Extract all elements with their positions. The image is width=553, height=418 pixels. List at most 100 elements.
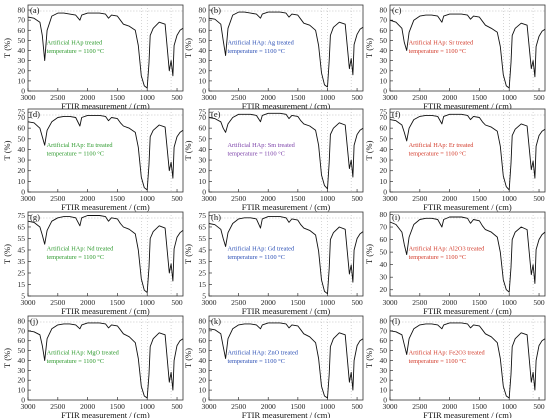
y-tick-label: 0 — [202, 188, 206, 197]
x-tick-label: 1500 — [472, 194, 487, 203]
x-tick-label: 2000 — [261, 93, 276, 102]
plot-frame — [389, 315, 546, 401]
spectrum-line — [389, 13, 546, 89]
y-tick-label: 45 — [199, 245, 207, 254]
x-tick-label: 500 — [533, 93, 545, 102]
y-tick-label: 80 — [18, 6, 26, 15]
panel-annotation-line: Artificial HAp: Ag treated — [227, 40, 294, 47]
y-tick-label: 80 — [18, 316, 26, 325]
y-tick-label: 75 — [18, 108, 26, 117]
x-tick-label: 1000 — [320, 93, 335, 102]
x-tick-label: 2000 — [80, 402, 95, 411]
x-tick-label: 2000 — [261, 402, 276, 411]
y-tick-label: 60 — [380, 235, 388, 244]
panel-label: (h) — [211, 212, 221, 222]
y-tick-label: 35 — [18, 257, 26, 266]
y-tick-label: 30 — [199, 156, 207, 165]
x-tick-label: 500 — [171, 402, 183, 411]
y-tick-label: 60 — [380, 26, 388, 35]
y-tick-label: 35 — [199, 257, 207, 266]
panel-annotation-line: temperature = 1100 °C — [47, 151, 104, 158]
y-tick-label: 0 — [202, 396, 206, 405]
y-tick-label: 55 — [18, 234, 26, 243]
x-tick-label: 1500 — [110, 298, 125, 307]
y-tick-label: 40 — [380, 145, 388, 154]
x-tick-label: 3000 — [202, 402, 217, 411]
panel-annotation-line: temperature = 1100 °C — [409, 48, 466, 55]
x-tick-label: 2500 — [50, 298, 65, 307]
y-tick-label: 75 — [380, 108, 388, 117]
y-tick-label: 10 — [18, 177, 26, 186]
x-tick-label: 2500 — [231, 402, 246, 411]
x-tick-label: 1500 — [472, 93, 487, 102]
x-axis-label: FTIR measurement / (cm) — [61, 410, 150, 418]
y-axis-label: T (%) — [2, 140, 12, 160]
y-tick-label: 80 — [380, 6, 388, 15]
y-tick-label: 40 — [18, 145, 26, 154]
y-tick-label: 30 — [380, 273, 388, 282]
y-tick-label: 60 — [18, 124, 26, 133]
x-tick-label: 1000 — [320, 194, 335, 203]
panel-label: (g) — [30, 212, 40, 222]
x-tick-label: 1000 — [502, 298, 517, 307]
y-tick-label: 30 — [18, 156, 26, 165]
y-tick-label: 65 — [199, 222, 207, 231]
panel-label: (f) — [392, 109, 401, 119]
y-tick-label: 30 — [199, 56, 207, 65]
panel-annotation-line: temperature = 1100 °C — [47, 48, 104, 55]
y-tick-label: 80 — [380, 316, 388, 325]
y-tick-label: 55 — [199, 234, 207, 243]
y-tick-label: 10 — [199, 177, 207, 186]
y-tick-label: 60 — [380, 124, 388, 133]
x-axis-label: FTIR measurement / (cm) — [242, 410, 331, 418]
panel-l: 3000 2500 2000 1500 1000 500 01020304050607080… — [364, 315, 546, 418]
y-tick-label: 70 — [18, 326, 26, 335]
y-axis-label: T (%) — [2, 348, 12, 368]
panel-label: (d) — [30, 109, 40, 119]
x-tick-label: 3000 — [383, 194, 398, 203]
x-tick-label: 1500 — [290, 93, 305, 102]
panel-annotation-line: temperature = 1100 °C — [227, 254, 284, 261]
spectrum-line — [27, 114, 184, 191]
y-tick-label: 50 — [380, 248, 388, 257]
panel-annotation-line: Artificial HAp: Al2O3 treated — [409, 246, 486, 253]
y-tick-label: 0 — [383, 188, 387, 197]
y-axis-label: T (%) — [183, 140, 193, 160]
y-tick-label: 70 — [18, 113, 26, 122]
plot-frame — [208, 315, 364, 401]
x-tick-label: 500 — [171, 93, 183, 102]
panel-label: (i) — [392, 212, 400, 222]
y-tick-label: 0 — [21, 396, 25, 405]
x-axis-label: FTIR measurement / (cm) — [423, 202, 512, 212]
panel-annotation-line: Artificial HAp: Gd treated — [227, 246, 294, 253]
x-tick-label: 1000 — [140, 194, 155, 203]
panel-label: (l) — [392, 316, 400, 326]
y-tick-label: 0 — [21, 87, 25, 96]
x-tick-label: 500 — [351, 93, 363, 102]
x-tick-label: 3000 — [202, 93, 217, 102]
x-tick-label: 3000 — [21, 298, 36, 307]
y-tick-label: 50 — [199, 134, 207, 143]
x-tick-label: 3000 — [383, 93, 398, 102]
panel-label: (e) — [211, 109, 221, 119]
x-tick-label: 2500 — [412, 194, 427, 203]
plot-frame — [27, 108, 184, 193]
x-tick-label: 1500 — [290, 402, 305, 411]
y-tick-label: 10 — [380, 76, 388, 85]
x-tick-label: 2000 — [442, 402, 457, 411]
y-tick-label: 60 — [199, 336, 207, 345]
y-tick-label: 20 — [380, 166, 388, 175]
y-tick-label: 20 — [380, 376, 388, 385]
x-tick-label: 500 — [533, 298, 545, 307]
y-tick-label: 10 — [18, 76, 26, 85]
y-tick-label: 45 — [18, 245, 26, 254]
x-tick-label: 2500 — [50, 194, 65, 203]
panel-annotation-line: Artificial HAp: Sr treated — [409, 40, 474, 47]
x-axis-label: FTIR measurement / (cm) — [242, 306, 331, 316]
x-axis-label: FTIR measurement / (cm) — [423, 101, 512, 111]
panel-g: 3000 2500 2000 1500 1000 500 5 15 25 35 45 55 65 75 FT… — [2, 211, 184, 316]
spectrum-line — [389, 216, 546, 293]
x-tick-label: 2000 — [80, 93, 95, 102]
panel-h: 3000 2500 2000 1500 1000 500 5 15 25 35 45 55 65 75 FT… — [183, 211, 364, 316]
x-tick-label: 2000 — [80, 298, 95, 307]
